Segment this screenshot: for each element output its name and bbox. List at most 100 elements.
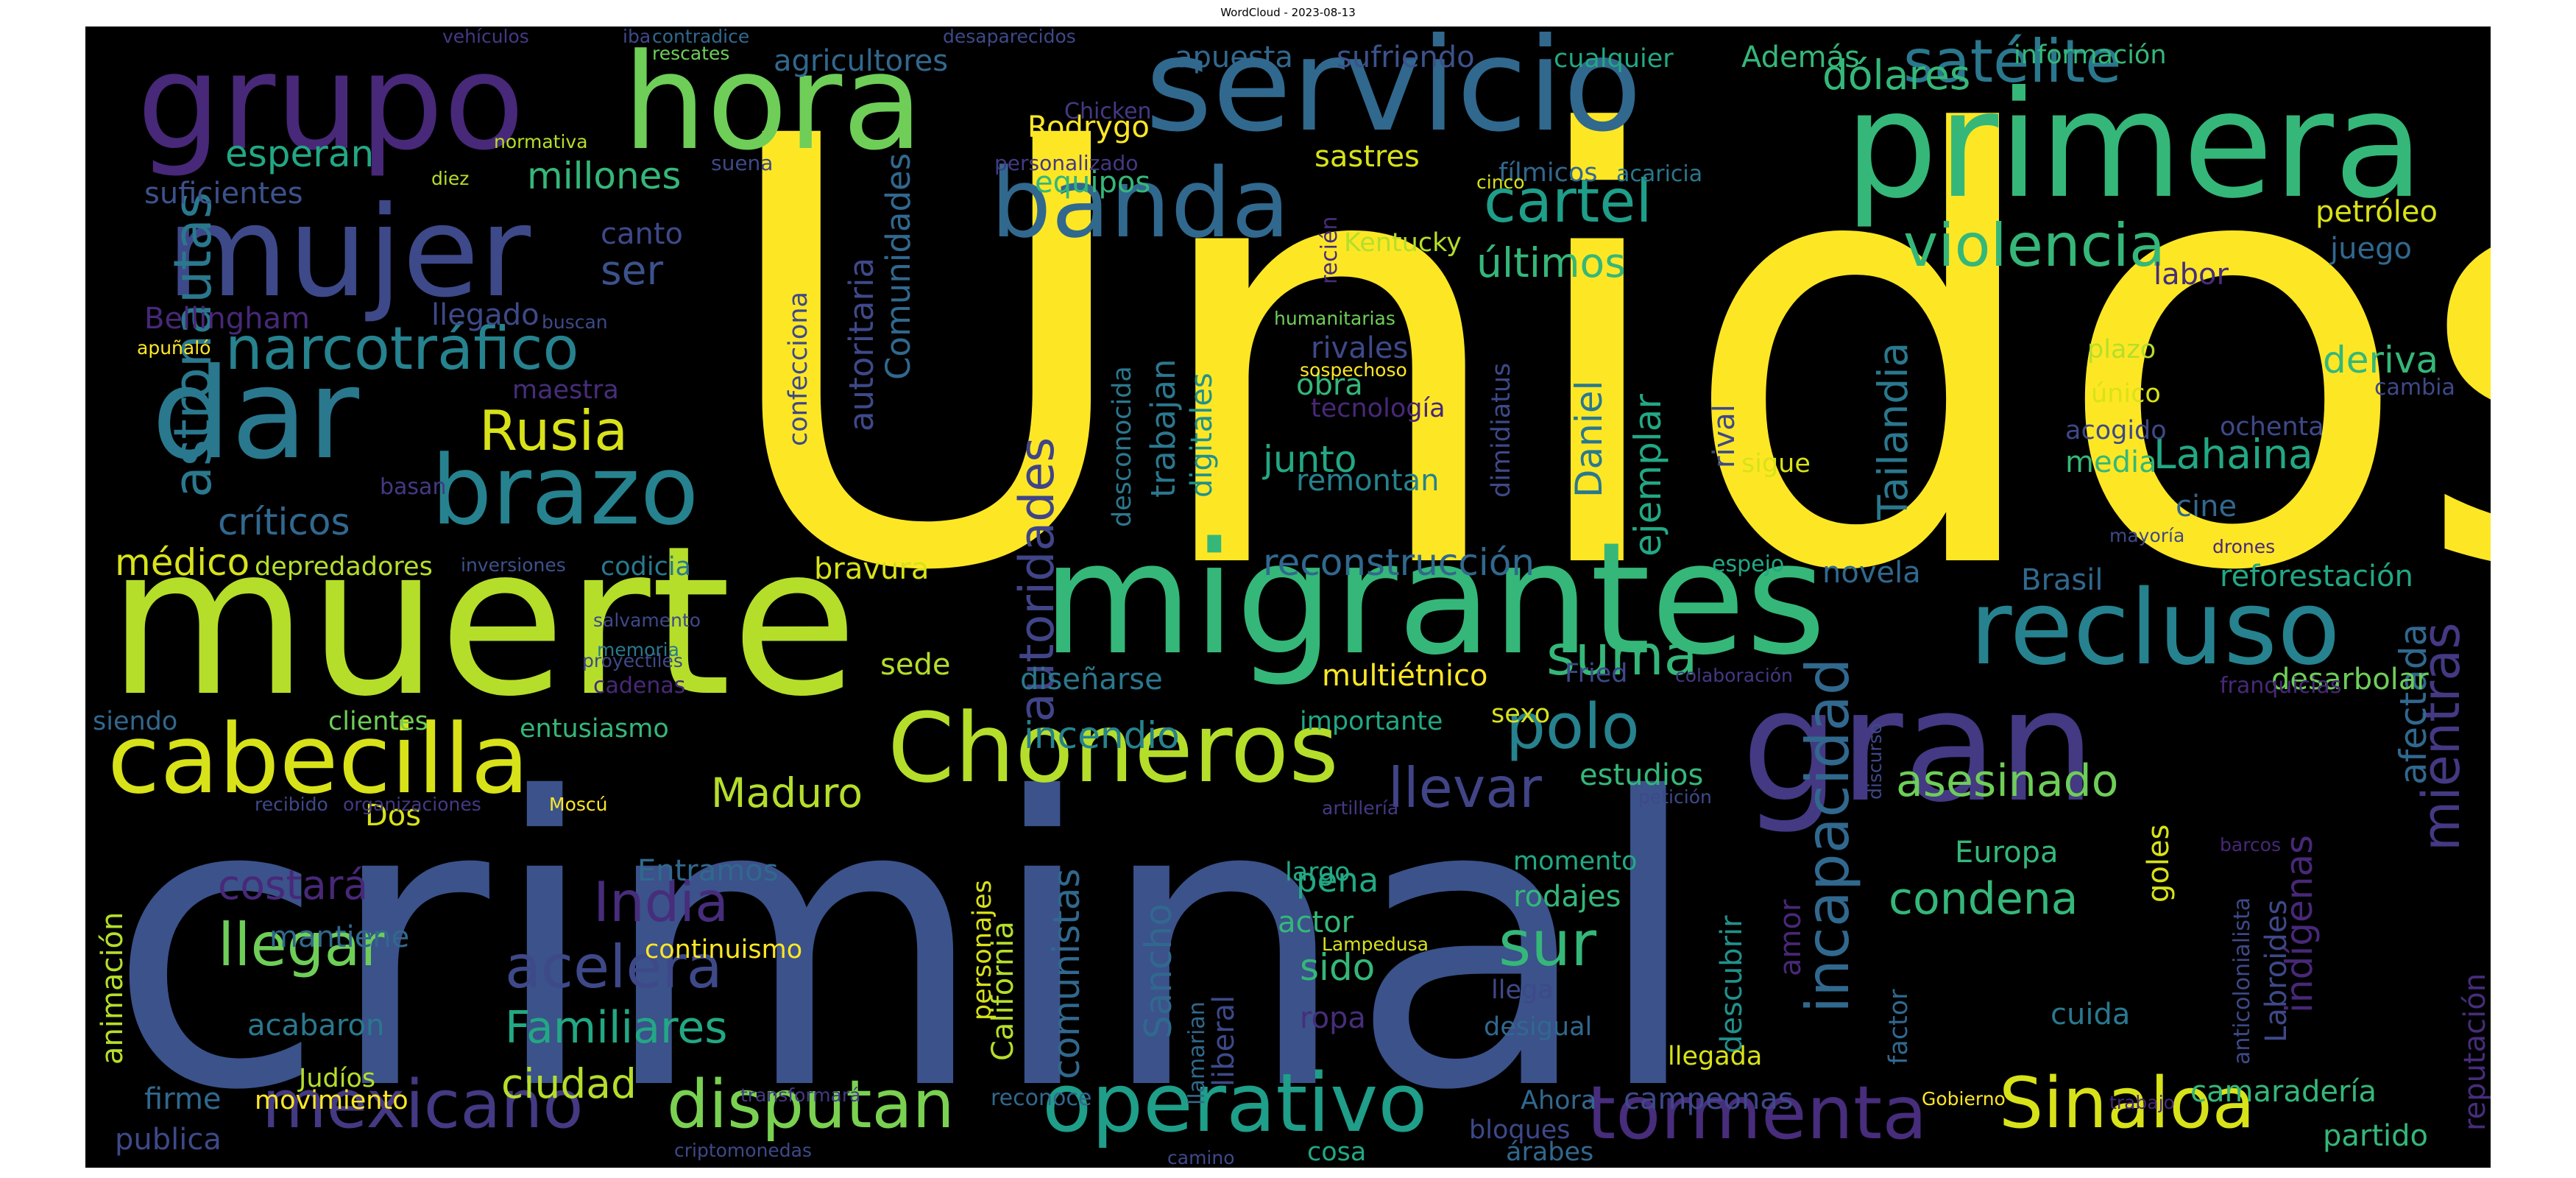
word-83: desconocida: [1108, 366, 1137, 527]
word-188: cadenas: [593, 673, 685, 699]
word-134: único: [2091, 379, 2161, 409]
word-46: últimos: [1476, 239, 1626, 286]
word-65: estudios: [1579, 758, 1703, 792]
word-54: Daniel: [1568, 381, 1610, 498]
word-55: ejemplar: [1627, 394, 1669, 557]
word-12: brazo: [431, 434, 698, 546]
word-32: llevar: [1388, 755, 1542, 820]
word-79: autoritaria: [842, 258, 881, 431]
word-94: Bellingham: [144, 302, 310, 336]
word-112: mantiene: [269, 920, 409, 954]
word-133: plazo: [2087, 335, 2156, 364]
word-156: llegada: [1668, 1042, 1762, 1071]
word-115: Judíos: [297, 1064, 375, 1093]
word-187: proyectiles: [582, 650, 683, 671]
word-86: equipos: [1035, 166, 1150, 200]
word-177: normativa: [494, 131, 588, 152]
word-19: disputan: [667, 1066, 955, 1143]
word-195: barcos: [2220, 834, 2281, 856]
word-173: rescates: [652, 43, 729, 64]
word-29: llegar: [218, 911, 384, 979]
word-103: sede: [880, 648, 950, 682]
word-13: cabecilla: [107, 703, 529, 815]
word-186: memoria: [597, 639, 679, 660]
word-190: organizaciones: [343, 794, 481, 815]
word-166: camino: [1167, 1147, 1235, 1168]
word-141: fílmicos: [1498, 158, 1597, 188]
word-116: firme: [144, 1082, 222, 1116]
word-129: sigue: [1741, 449, 1811, 479]
word-44: Lahaina: [2154, 431, 2313, 478]
word-0: Unidos: [711, 27, 2491, 699]
word-40: ciudad: [501, 1060, 637, 1107]
word-140: labor: [2154, 258, 2229, 292]
word-33: incapacidad: [1794, 657, 1862, 1013]
word-91: Además: [1741, 40, 1860, 74]
word-104: diseñarse: [1020, 663, 1163, 696]
word-14: Choneros: [888, 692, 1339, 804]
word-184: inversiones: [461, 554, 566, 576]
word-67: pena: [1296, 861, 1379, 900]
word-132: cine: [2176, 490, 2237, 523]
word-64: Brasil: [2021, 563, 2103, 597]
word-175: Chicken: [1064, 99, 1152, 124]
word-96: canto: [601, 217, 683, 251]
word-143: Kentucky: [1344, 228, 1462, 258]
word-130: espejo: [1712, 551, 1784, 577]
word-198: mayoría: [2109, 525, 2184, 546]
word-49: ser: [601, 247, 663, 294]
wordcloud-canvas: Unidoscriminalmuerte migrantes grupo hora se…: [85, 27, 2491, 1168]
word-168: trabajo: [2109, 1092, 2175, 1113]
word-26: Rusia: [479, 398, 628, 463]
word-78: reputación: [2458, 973, 2491, 1131]
word-119: California: [986, 921, 1020, 1061]
word-73: cuida: [2050, 998, 2130, 1031]
word-192: artillería: [1322, 797, 1398, 819]
word-122: Fried: [1565, 659, 1627, 688]
wordcloud-svg: Unidoscriminalmuerte migrantes grupo hora se…: [93, 27, 2491, 1168]
word-87: sastres: [1314, 140, 1420, 174]
word-111: Entramos: [637, 854, 779, 888]
word-172: contradice: [652, 27, 749, 47]
word-75: partido: [2323, 1119, 2428, 1153]
word-21: violencia: [1903, 211, 2165, 280]
word-193: petición: [1638, 786, 1712, 808]
word-5: hora: [623, 27, 924, 180]
word-18: operativo: [1042, 1056, 1428, 1150]
word-114: acabaron: [247, 1009, 384, 1043]
word-22: satélite: [1903, 27, 2121, 96]
word-70: descubrir: [1715, 915, 1749, 1054]
word-113: animación: [96, 912, 130, 1065]
word-174: desaparecidos: [943, 27, 1076, 47]
word-118: publica: [115, 1123, 222, 1157]
word-41: Maduro: [711, 769, 863, 817]
word-24: narcotráfico: [225, 314, 578, 383]
word-154: llega: [1491, 976, 1554, 1005]
word-185: salvamento: [593, 610, 701, 631]
word-42: costará: [218, 861, 368, 909]
word-105: importante: [1300, 707, 1443, 736]
word-35: autoridades: [1010, 437, 1065, 722]
word-163: reconoce: [991, 1085, 1091, 1111]
word-159: Ahora: [1521, 1086, 1596, 1115]
word-1: criminal: [107, 715, 1703, 1168]
word-4: grupo: [137, 27, 525, 180]
word-39: Familiares: [505, 1002, 728, 1054]
word-63: desarbolar: [2271, 663, 2429, 696]
word-191: Moscú: [549, 794, 607, 815]
word-183: basan: [380, 474, 446, 500]
word-88: apuesta: [1175, 40, 1293, 74]
word-189: recibido: [255, 794, 328, 815]
word-170: vehículos: [442, 27, 529, 47]
word-162: cosa: [1307, 1138, 1366, 1167]
word-95: llegado: [431, 298, 539, 332]
word-27: India: [593, 870, 729, 934]
word-160: bloques: [1469, 1115, 1571, 1145]
word-69: rodajes: [1513, 880, 1621, 914]
word-57: comunistas: [1045, 869, 1088, 1079]
word-90: cualquier: [1554, 44, 1674, 74]
word-28: acelera: [505, 933, 723, 1001]
word-136: ochenta: [2220, 412, 2324, 442]
word-85: Rodrygo: [1027, 110, 1150, 144]
word-144: recién: [1317, 216, 1342, 284]
